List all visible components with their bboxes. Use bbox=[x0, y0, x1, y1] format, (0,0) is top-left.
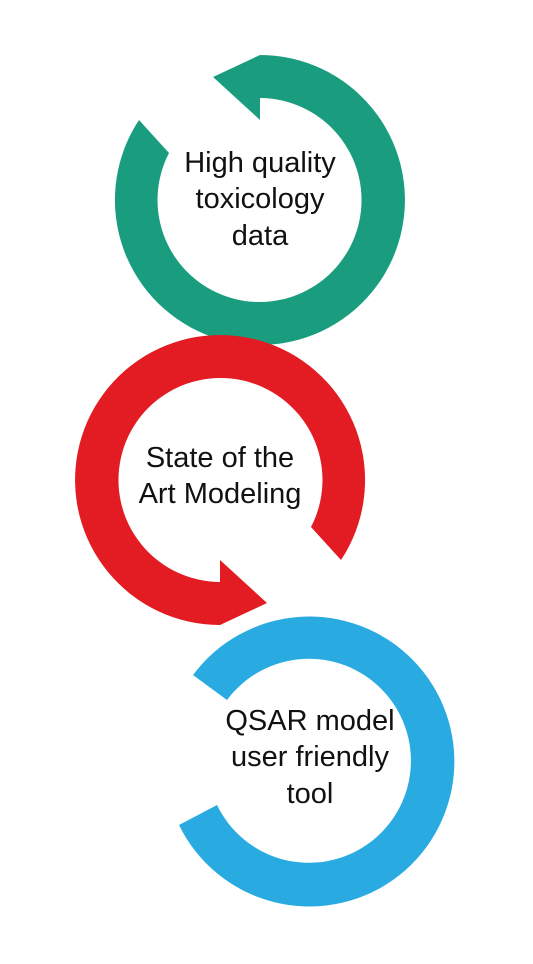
ring-1-label: High qualitytoxicologydata bbox=[155, 145, 365, 254]
ring-2-label: State of theArt Modeling bbox=[115, 440, 325, 513]
ring-3-label: QSAR modeluser friendlytool bbox=[205, 703, 415, 812]
ring-1-arrow-icon bbox=[213, 55, 260, 120]
ring-3: QSAR modeluser friendlytool bbox=[135, 585, 485, 940]
